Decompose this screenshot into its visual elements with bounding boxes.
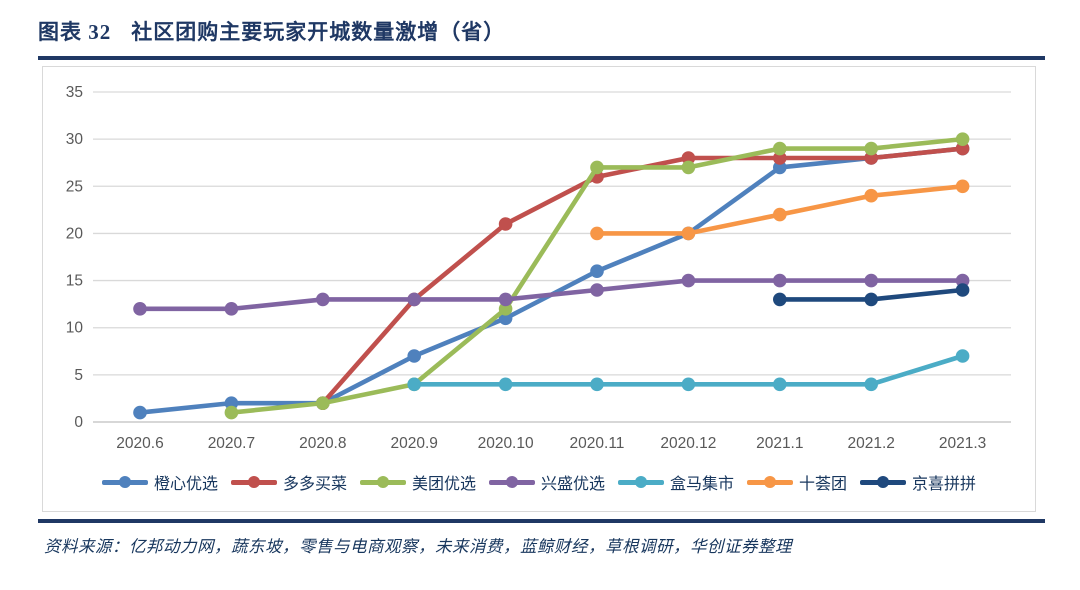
svg-text:30: 30 bbox=[66, 131, 84, 148]
svg-text:2020.9: 2020.9 bbox=[390, 435, 437, 452]
figure-number: 图表 32 bbox=[38, 20, 112, 44]
title-underline bbox=[38, 56, 1045, 60]
source-note: 资料来源：亿邦动力网，蔬东坡，零售与电商观察，未来消费，蓝鲸财经，草根调研，华创… bbox=[44, 537, 792, 556]
legend-item: 京喜拼拼 bbox=[860, 470, 976, 494]
legend-item: 美团优选 bbox=[359, 470, 476, 494]
chart-container: 0 5 10 15 20 25 30 35 2020.6 2020.7 2020.8 2020.9 20… bbox=[42, 66, 1036, 512]
legend-label: 橙心优选 bbox=[153, 476, 218, 493]
svg-text:2021.1: 2021.1 bbox=[756, 435, 803, 452]
svg-text:2020.12: 2020.12 bbox=[660, 435, 716, 452]
svg-text:0: 0 bbox=[74, 414, 83, 431]
figure-title-text: 社区团购主要玩家开城数量激增（省） bbox=[131, 20, 506, 44]
legend-label: 兴盛优选 bbox=[540, 476, 605, 493]
legend-item: 盒马集市 bbox=[618, 470, 734, 494]
svg-text:2020.6: 2020.6 bbox=[116, 435, 163, 452]
chart-legend: 橙心优选 多多买菜 美团优选 兴盛优选 盒马集市 十荟团 bbox=[43, 457, 1035, 507]
legend-line-dot-icon bbox=[860, 476, 907, 488]
svg-text:2020.7: 2020.7 bbox=[208, 435, 255, 452]
legend-line-dot-icon bbox=[488, 476, 535, 488]
legend-line-dot-icon bbox=[230, 476, 277, 488]
svg-text:2021.3: 2021.3 bbox=[939, 435, 986, 452]
legend-item: 多多买菜 bbox=[230, 470, 347, 494]
svg-text:15: 15 bbox=[66, 273, 83, 290]
legend-label: 美团优选 bbox=[411, 476, 476, 493]
legend-line-dot-icon bbox=[618, 476, 664, 488]
legend-item: 兴盛优选 bbox=[488, 470, 605, 494]
legend-item: 十荟团 bbox=[747, 470, 847, 494]
svg-text:2020.11: 2020.11 bbox=[570, 435, 625, 452]
legend-label: 京喜拼拼 bbox=[912, 476, 977, 493]
legend-line-dot-icon bbox=[101, 476, 148, 488]
svg-text:5: 5 bbox=[74, 367, 83, 384]
legend-label: 盒马集市 bbox=[670, 476, 735, 493]
legend-line-dot-icon bbox=[747, 476, 794, 488]
legend-line-dot-icon bbox=[359, 476, 406, 488]
svg-text:35: 35 bbox=[66, 84, 83, 101]
svg-text:2020.10: 2020.10 bbox=[478, 435, 534, 452]
svg-text:2020.8: 2020.8 bbox=[299, 435, 346, 452]
svg-text:2021.2: 2021.2 bbox=[847, 435, 894, 452]
svg-text:10: 10 bbox=[66, 320, 84, 337]
svg-text:20: 20 bbox=[66, 225, 84, 242]
legend-label: 多多买菜 bbox=[282, 476, 347, 493]
figure-title: 图表 32 社区团购主要玩家开城数量激增（省） bbox=[38, 16, 505, 46]
footer-divider bbox=[38, 519, 1045, 523]
svg-text:25: 25 bbox=[66, 178, 83, 195]
line-chart: 0 5 10 15 20 25 30 35 2020.6 2020.7 2020.8 2020.9 20… bbox=[66, 84, 1011, 452]
legend-item: 橙心优选 bbox=[101, 470, 218, 494]
legend-label: 十荟团 bbox=[799, 476, 848, 493]
